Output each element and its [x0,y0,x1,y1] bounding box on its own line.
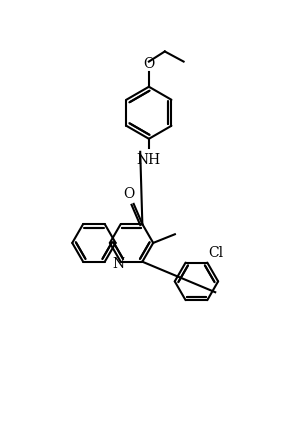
Text: O: O [143,57,154,71]
Text: O: O [124,187,135,201]
Text: NH: NH [137,153,161,167]
Text: Cl: Cl [209,246,224,260]
Text: N: N [112,257,124,271]
